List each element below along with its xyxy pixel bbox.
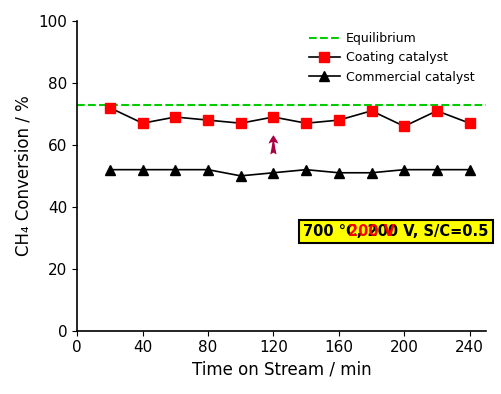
X-axis label: Time on Stream / min: Time on Stream / min <box>192 361 371 379</box>
Coating catalyst <box>369 108 375 113</box>
Commercial catalyst <box>205 167 211 172</box>
Coating catalyst <box>271 115 277 119</box>
Coating catalyst <box>466 121 472 126</box>
Coating catalyst <box>172 115 178 119</box>
Equilibrium <box>76 102 82 107</box>
Coating catalyst <box>401 124 407 129</box>
Line: Coating catalyst: Coating catalyst <box>105 103 474 131</box>
Coating catalyst <box>107 105 113 110</box>
Coating catalyst <box>336 118 342 123</box>
Commercial catalyst <box>140 167 146 172</box>
Commercial catalyst <box>271 170 277 175</box>
Commercial catalyst <box>303 167 309 172</box>
Commercial catalyst <box>107 167 113 172</box>
Commercial catalyst <box>237 173 243 178</box>
Text: 700 °C, 200 V, S/C=0.5: 700 °C, 200 V, S/C=0.5 <box>304 224 489 239</box>
Coating catalyst <box>303 121 309 126</box>
Legend: Equilibrium, Coating catalyst, Commercial catalyst: Equilibrium, Coating catalyst, Commercia… <box>304 27 480 89</box>
Text: 200 V: 200 V <box>348 224 395 239</box>
Coating catalyst <box>237 121 243 126</box>
Commercial catalyst <box>466 167 472 172</box>
Commercial catalyst <box>336 170 342 175</box>
Y-axis label: CH₄ Conversion / %: CH₄ Conversion / % <box>15 95 33 256</box>
Coating catalyst <box>140 121 146 126</box>
Coating catalyst <box>434 108 440 113</box>
Text: 700 °C, 200 V, S/C=0.5: 700 °C, 200 V, S/C=0.5 <box>0 393 1 394</box>
Equilibrium <box>74 102 80 107</box>
Commercial catalyst <box>172 167 178 172</box>
Commercial catalyst <box>401 167 407 172</box>
Commercial catalyst <box>434 167 440 172</box>
Line: Commercial catalyst: Commercial catalyst <box>105 165 474 181</box>
Commercial catalyst <box>369 170 375 175</box>
Coating catalyst <box>205 118 211 123</box>
